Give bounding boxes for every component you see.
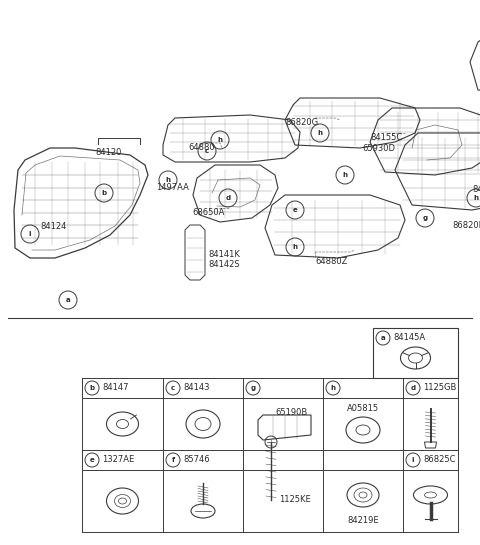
Text: h: h <box>331 385 336 391</box>
Text: 64880Z: 64880Z <box>315 257 348 266</box>
Text: 1497AA: 1497AA <box>156 183 189 192</box>
Text: h: h <box>166 177 170 183</box>
Text: 86825C: 86825C <box>423 456 456 464</box>
Text: h: h <box>317 130 323 136</box>
Text: 65930D: 65930D <box>362 144 395 153</box>
Text: g: g <box>422 215 428 221</box>
Text: 84141K: 84141K <box>208 250 240 259</box>
Text: 1327AE: 1327AE <box>102 456 134 464</box>
Text: 1125KE: 1125KE <box>279 495 311 505</box>
Text: 84145A: 84145A <box>393 334 425 342</box>
Text: h: h <box>217 137 223 143</box>
Text: 68650A: 68650A <box>192 208 224 217</box>
Text: 84120: 84120 <box>95 148 121 157</box>
Text: h: h <box>292 244 298 250</box>
Text: e: e <box>293 207 298 213</box>
Text: b: b <box>101 190 107 196</box>
Text: h: h <box>343 172 348 178</box>
Text: d: d <box>226 195 230 201</box>
Bar <box>373 328 458 378</box>
Text: b: b <box>89 385 95 391</box>
Text: 84143: 84143 <box>183 384 209 392</box>
Text: f: f <box>171 457 175 463</box>
Text: 86820F: 86820F <box>452 221 480 230</box>
Text: h: h <box>473 195 479 201</box>
Text: d: d <box>410 385 416 391</box>
Text: 84124: 84124 <box>40 222 66 231</box>
Text: 85746: 85746 <box>183 456 210 464</box>
Text: c: c <box>171 385 175 391</box>
Text: c: c <box>205 148 209 154</box>
Text: g: g <box>251 385 255 391</box>
Text: A05815: A05815 <box>347 404 379 413</box>
Text: 86820G: 86820G <box>285 118 318 127</box>
Text: 84155C: 84155C <box>370 133 402 142</box>
Text: 84142S: 84142S <box>208 260 240 269</box>
Text: e: e <box>90 457 95 463</box>
Text: 84219E: 84219E <box>347 516 379 525</box>
Text: i: i <box>29 231 31 237</box>
Text: 1125GB: 1125GB <box>423 384 456 392</box>
Text: a: a <box>381 335 385 341</box>
Text: i: i <box>412 457 414 463</box>
Text: 84147: 84147 <box>102 384 129 392</box>
Text: a: a <box>66 297 70 303</box>
Text: 65190B: 65190B <box>275 408 307 417</box>
Text: 64880: 64880 <box>188 143 215 152</box>
Text: 84256: 84256 <box>472 185 480 194</box>
